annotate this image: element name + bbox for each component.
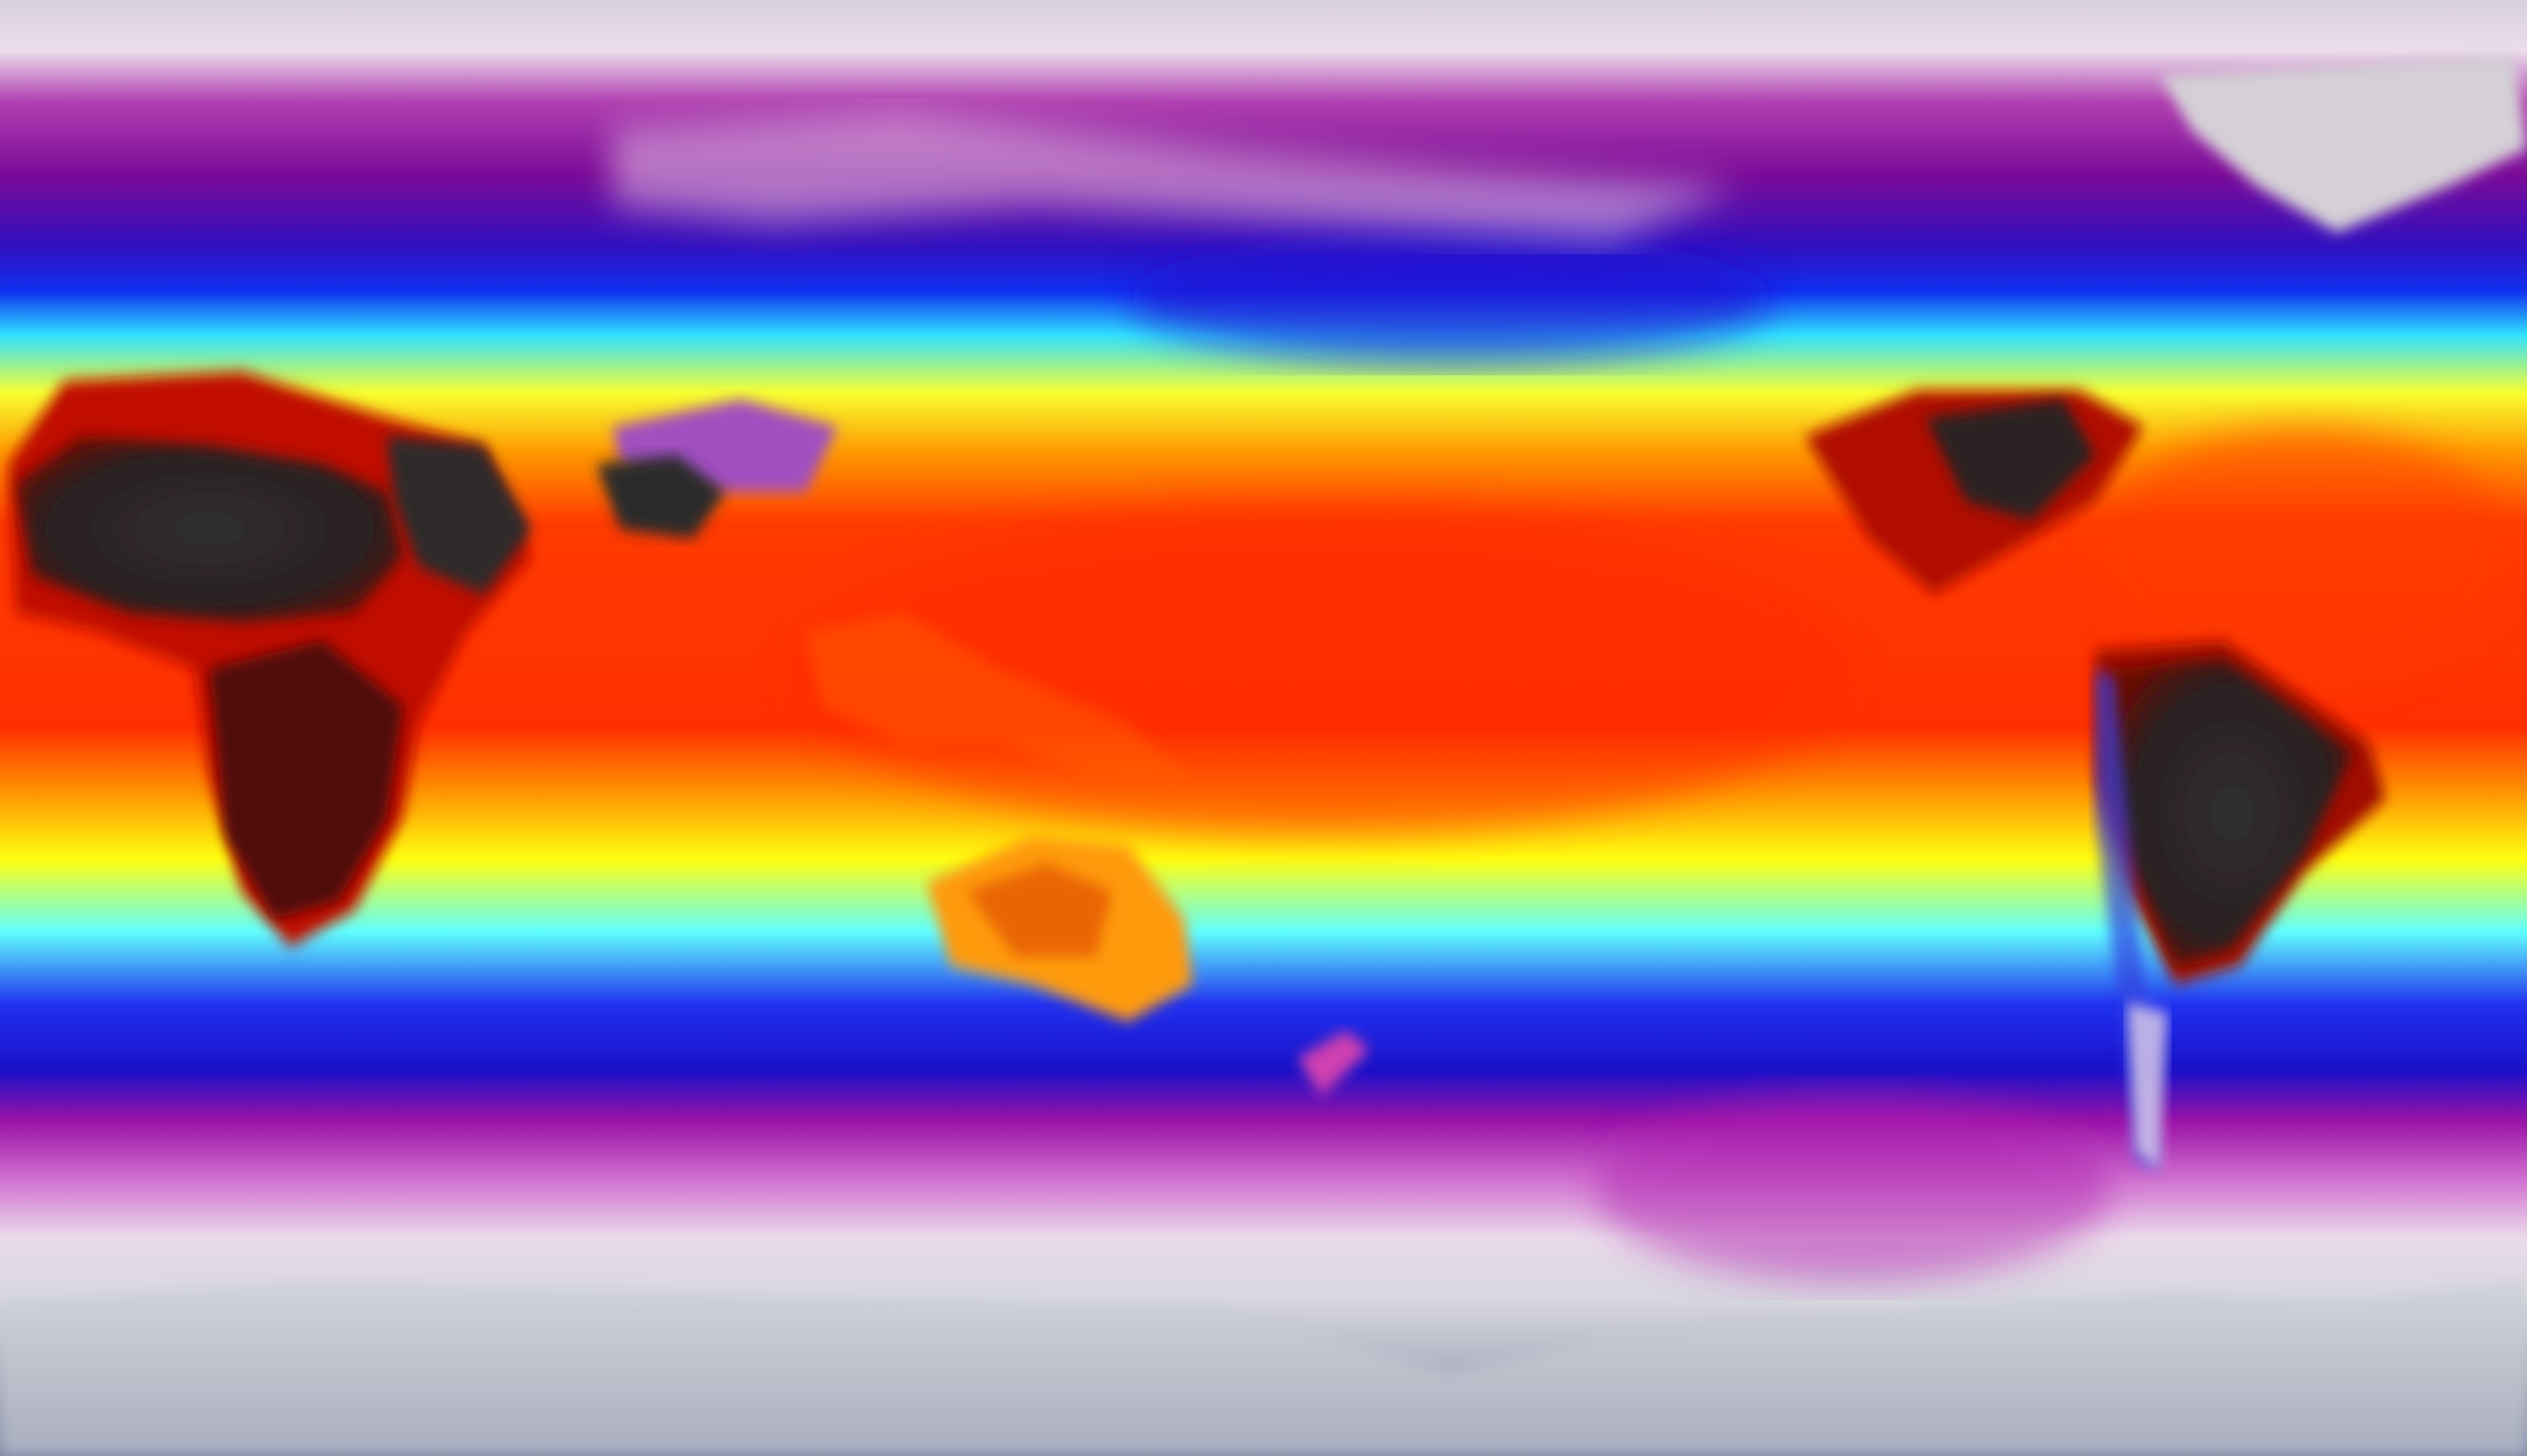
atlantic-warm-region (2095, 427, 2514, 687)
siberia-cold-land (612, 111, 1741, 242)
south-america-dark-region (2111, 659, 2353, 966)
central-southern-africa (209, 640, 403, 919)
greenland (2159, 56, 2527, 232)
antarctica (0, 1281, 2527, 1456)
australia-interior (967, 863, 1112, 957)
new-zealand (1297, 1030, 1370, 1096)
iran-dark-region (596, 455, 725, 539)
arabian-dark-region (387, 436, 532, 594)
southern-ocean-purple (1595, 1096, 2112, 1282)
sahara-dark-region (16, 436, 403, 623)
maritime-continent (806, 613, 1193, 780)
north-pacific-cold-trough (1128, 232, 1773, 362)
mexico-us-dark-region (1926, 399, 2095, 520)
patagonia-cold-tip (2127, 1003, 2168, 1170)
